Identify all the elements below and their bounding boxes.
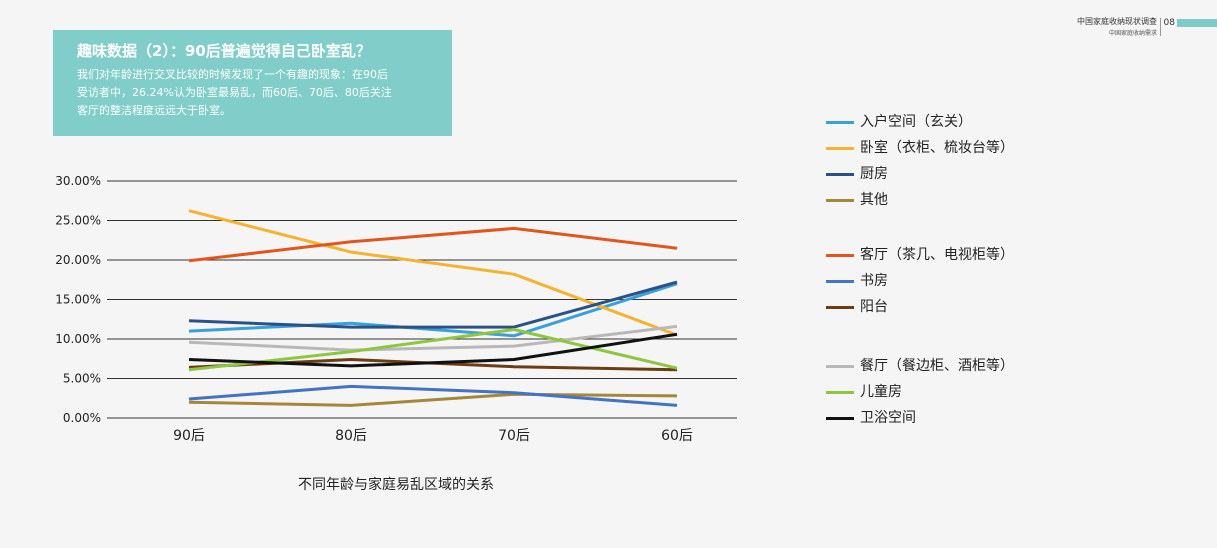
page-header: 中国家庭收纳现状调查 中国家庭收纳需求 08 bbox=[917, 16, 1217, 42]
y-tick-label: 5.00% bbox=[63, 372, 101, 386]
x-tick-label: 80后 bbox=[335, 428, 367, 444]
legend-label: 卧室（衣柜、梳妆台等） bbox=[860, 140, 1014, 156]
callout-box: 趣味数据（2）：90后普遍觉得自己卧室乱？ 我们对年龄进行交叉比较的时候发现了一… bbox=[53, 30, 452, 136]
x-tick-label: 60后 bbox=[661, 428, 693, 444]
x-tick-label: 70后 bbox=[498, 428, 530, 444]
series-line bbox=[188, 280, 678, 329]
legend-swatch bbox=[826, 306, 854, 309]
legend-label: 卫浴空间 bbox=[860, 410, 916, 426]
series-line bbox=[188, 324, 678, 352]
legend-swatch bbox=[826, 121, 854, 124]
y-tick-label: 25.00% bbox=[55, 214, 101, 228]
header-title: 中国家庭收纳现状调查 bbox=[1077, 17, 1157, 26]
callout-body: 我们对年龄进行交叉比较的时候发现了一个有趣的现象：在90后 受访者中，26.24… bbox=[77, 66, 438, 120]
x-axis-label: 不同年龄与家庭易乱区域的关系 bbox=[298, 476, 494, 493]
legend-label: 阳台 bbox=[860, 299, 888, 315]
callout-body-line: 受访者中，26.24%认为卧室最易乱，而60后、70后、80后关注 bbox=[77, 86, 392, 99]
legend-label: 入户空间（玄关） bbox=[860, 114, 972, 130]
legend-label: 餐厅（餐边柜、酒柜等） bbox=[860, 358, 1014, 374]
header-subtitle: 中国家庭收纳需求 bbox=[1108, 30, 1157, 37]
callout-body-line: 客厅的整洁程度远远大于卧室。 bbox=[77, 104, 231, 117]
y-tick-label: 15.00% bbox=[55, 293, 101, 307]
page-number: 08 bbox=[1163, 18, 1175, 28]
header-accent-bar bbox=[1177, 19, 1217, 27]
callout-title: 趣味数据（2）：90后普遍觉得自己卧室乱？ bbox=[77, 42, 371, 60]
legend-label: 厨房 bbox=[860, 166, 888, 182]
legend-label: 儿童房 bbox=[860, 384, 902, 400]
legend-label: 书房 bbox=[860, 273, 888, 289]
legend-swatch bbox=[826, 147, 854, 150]
series-line bbox=[188, 282, 678, 338]
x-tick-label: 90后 bbox=[173, 428, 205, 444]
legend-swatch bbox=[826, 199, 854, 202]
legend-swatch bbox=[826, 280, 854, 283]
legend-swatch bbox=[826, 417, 854, 420]
legend-swatch bbox=[826, 254, 854, 257]
series-line bbox=[188, 226, 678, 263]
chart-legend: 入户空间（玄关） 卧室（衣柜、梳妆台等） 厨房其他客厅（茶几、电视柜等） 书房阳台餐厅… bbox=[826, 112, 1066, 432]
y-tick-label: 30.00% bbox=[55, 174, 101, 188]
y-tick-label: 10.00% bbox=[55, 332, 101, 346]
callout-body-line: 我们对年龄进行交叉比较的时候发现了一个有趣的现象：在90后 bbox=[77, 68, 388, 81]
series-line bbox=[188, 328, 678, 372]
series-line bbox=[188, 209, 678, 337]
legend-label: 其他 bbox=[860, 192, 888, 208]
series-line bbox=[188, 384, 678, 407]
series-line bbox=[188, 332, 678, 368]
header-divider bbox=[1160, 18, 1161, 36]
y-tick-label: 20.00% bbox=[55, 253, 101, 267]
legend-swatch bbox=[826, 391, 854, 394]
legend-label: 客厅（茶几、电视柜等） bbox=[860, 247, 1014, 263]
legend-swatch bbox=[826, 173, 854, 176]
legend-swatch bbox=[826, 365, 854, 368]
line-chart: 0.00% 5.00% 10.00% 15.00% 20.00% 25.00% 30.00%… bbox=[55, 174, 737, 493]
y-tick-label: 0.00% bbox=[63, 411, 101, 425]
series-line bbox=[188, 392, 678, 407]
